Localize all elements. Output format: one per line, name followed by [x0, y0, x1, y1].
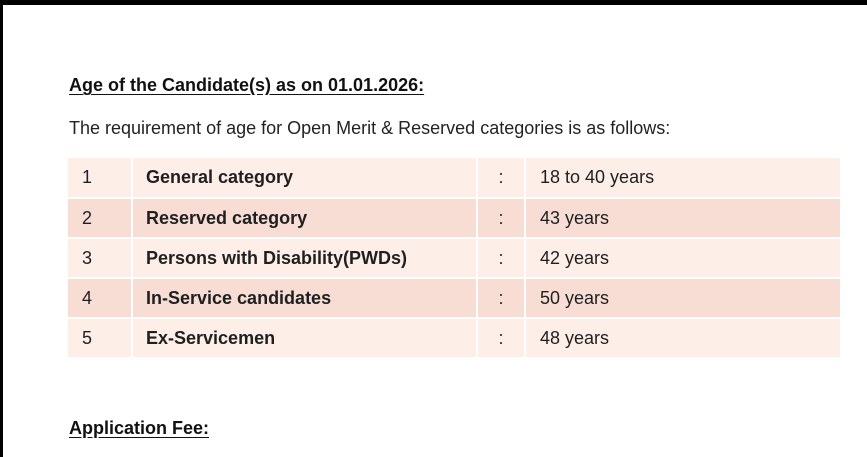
age-limit-value: 50 years	[525, 278, 842, 319]
age-requirements-table: 1 General category : 18 to 40 years 2 Re…	[68, 158, 842, 359]
age-requirement-intro: The requirement of age for Open Merit & …	[69, 118, 671, 138]
separator-colon: :	[477, 158, 526, 199]
age-limit-value: 18 to 40 years	[525, 158, 842, 199]
row-number: 4	[68, 278, 133, 319]
category-label: Reserved category	[132, 198, 478, 239]
row-number: 1	[68, 158, 133, 199]
separator-colon: :	[477, 318, 526, 359]
application-fee-heading: Application Fee:	[69, 418, 210, 438]
category-label: Ex-Servicemen	[132, 318, 478, 359]
age-limit-value: 42 years	[525, 238, 842, 279]
age-limit-value: 43 years	[525, 198, 842, 239]
category-label: General category	[132, 158, 478, 199]
table-row: 2 Reserved category : 43 years	[68, 198, 842, 239]
separator-colon: :	[477, 238, 526, 279]
category-label: In-Service candidates	[132, 278, 478, 319]
separator-colon: :	[477, 278, 526, 319]
age-limit-value: 48 years	[525, 318, 842, 359]
table-row: 4 In-Service candidates : 50 years	[68, 278, 842, 319]
row-number: 2	[68, 198, 133, 239]
category-label: Persons with Disability(PWDs)	[132, 238, 478, 279]
age-section-heading: Age of the Candidate(s) as on 01.01.2026…	[69, 75, 425, 95]
table-row: 5 Ex-Servicemen : 48 years	[68, 318, 842, 359]
table-row: 3 Persons with Disability(PWDs) : 42 yea…	[68, 238, 842, 279]
row-number: 5	[68, 318, 133, 359]
table-row: 1 General category : 18 to 40 years	[68, 158, 842, 199]
separator-colon: :	[477, 198, 526, 239]
row-number: 3	[68, 238, 133, 279]
